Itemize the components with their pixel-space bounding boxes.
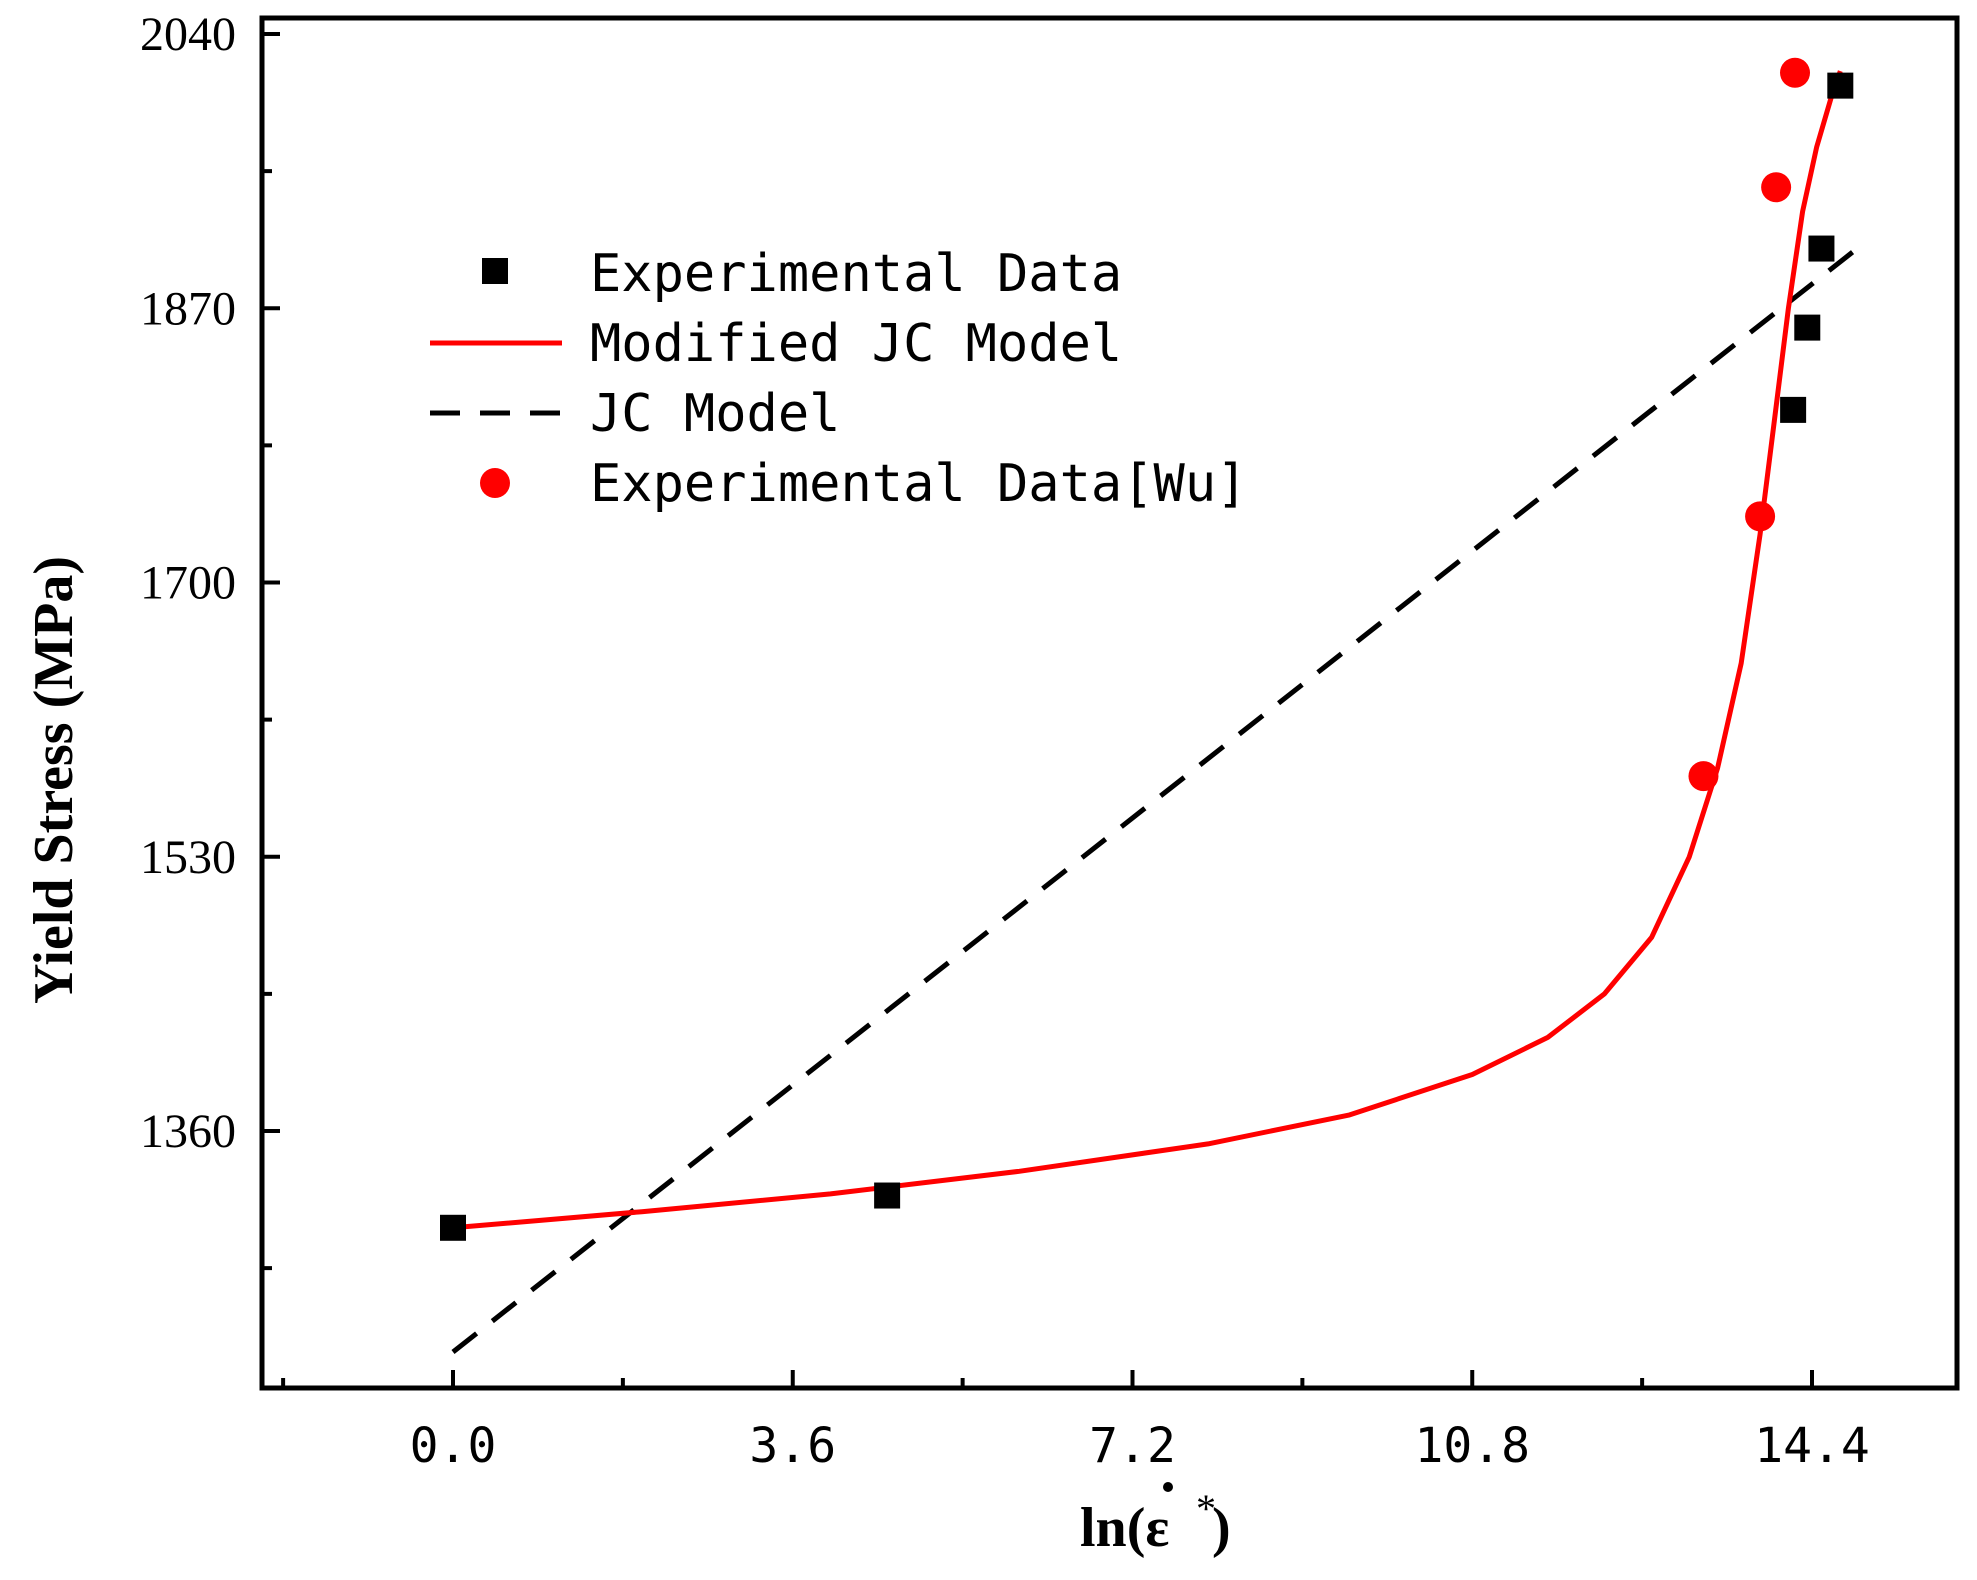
experimental-data-point [1827, 72, 1854, 99]
legend: Experimental Data Modified JC Model JC Mod… [430, 244, 1247, 514]
plot-frame [259, 15, 1960, 1391]
legend-label: JC Model [590, 384, 840, 444]
experimental-data-wu-point [1688, 761, 1719, 792]
x-tick-label: 14.4 [1754, 1418, 1870, 1474]
experimental-data-point [874, 1182, 901, 1209]
x-tick-label: 3.6 [749, 1418, 836, 1474]
experimental-data-point [440, 1214, 466, 1241]
experimental-data-point [1808, 235, 1835, 262]
modified-jc-model-line [452, 70, 1843, 1231]
x-axis-title-superscript: * [1196, 1486, 1216, 1531]
experimental-data-wu-point [1761, 172, 1792, 203]
x-tick-label: 7.2 [1089, 1418, 1176, 1474]
y-tick-label: 1700 [140, 557, 236, 610]
experimental-data-point [1794, 314, 1821, 341]
y-tick-label: 1360 [140, 1105, 236, 1158]
y-tick-label: 1870 [140, 282, 236, 335]
x-axis-title: ln(ε * ) [1080, 1482, 1231, 1559]
x-tick-label: 10.8 [1414, 1418, 1530, 1474]
x-axis-title-dot [1163, 1482, 1173, 1492]
x-axis-title-main: ln(ε [1080, 1497, 1169, 1559]
y-tick-label: 1530 [140, 831, 236, 884]
experimental-data-wu-point [1780, 57, 1811, 88]
legend-swatch-circle [480, 468, 510, 498]
legend-label: Modified JC Model [590, 314, 1122, 374]
x-axis-title-close: ) [1212, 1497, 1231, 1559]
experimental-data-point [1780, 396, 1807, 423]
experimental-data-wu-point [1745, 501, 1776, 532]
y-axis-title: Yield Stress (MPa) [23, 556, 85, 1004]
legend-label: Experimental Data [590, 244, 1122, 304]
legend-label: Experimental Data[Wu] [590, 454, 1247, 514]
x-tick-label: 0.0 [410, 1418, 497, 1474]
legend-swatch-square [482, 258, 508, 284]
y-tick-label: 2040 [140, 8, 236, 61]
